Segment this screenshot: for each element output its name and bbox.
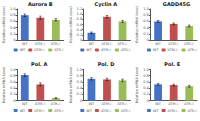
svg-text:WT: WT <box>86 48 92 52</box>
svg-text:0.4: 0.4 <box>77 86 83 90</box>
svg-text:Relative mRNA Level: Relative mRNA Level <box>135 6 139 42</box>
svg-text:0.6: 0.6 <box>10 19 16 23</box>
svg-text:ATR-/-: ATR-/- <box>117 42 128 46</box>
svg-text:0.2: 0.2 <box>143 32 149 36</box>
svg-text:0: 0 <box>147 99 149 103</box>
svg-text:0.8: 0.8 <box>143 13 149 17</box>
svg-text:0.6: 0.6 <box>143 19 149 23</box>
svg-text:WT: WT <box>20 48 26 52</box>
svg-text:WT: WT <box>155 102 161 106</box>
svg-text:WT: WT <box>153 48 159 52</box>
svg-text:Relative mRNA Level: Relative mRNA Level <box>69 6 73 42</box>
svg-text:0.4: 0.4 <box>77 28 83 32</box>
svg-text:WT: WT <box>22 102 28 106</box>
svg-text:ATM-/-: ATM-/- <box>168 42 180 46</box>
svg-text:0: 0 <box>80 99 82 103</box>
svg-text:1.0: 1.0 <box>143 7 149 11</box>
svg-text:0.4: 0.4 <box>10 86 16 90</box>
svg-text:0.2: 0.2 <box>77 92 83 96</box>
svg-text:0.8: 0.8 <box>10 74 16 78</box>
svg-text:0: 0 <box>80 38 82 42</box>
svg-text:WT: WT <box>89 102 95 106</box>
svg-text:ATR-/-: ATR-/- <box>117 102 128 106</box>
svg-text:0.8: 0.8 <box>77 74 83 78</box>
svg-text:Cyclin A: Cyclin A <box>95 1 118 8</box>
svg-text:0.4: 0.4 <box>10 26 16 30</box>
svg-text:ATR-/-: ATR-/- <box>184 102 195 106</box>
svg-text:ATM-/-: ATM-/- <box>168 109 180 113</box>
svg-text:Relative mRNA Level: Relative mRNA Level <box>135 67 139 103</box>
svg-text:0.2: 0.2 <box>143 92 149 96</box>
svg-text:ATR-/-: ATR-/- <box>188 48 199 52</box>
svg-text:0: 0 <box>13 99 15 103</box>
svg-text:Relative mRNA Level: Relative mRNA Level <box>69 67 73 103</box>
svg-text:0.2: 0.2 <box>10 32 16 36</box>
svg-text:0.6: 0.6 <box>143 80 149 84</box>
svg-text:Relative mRNA Level: Relative mRNA Level <box>2 6 6 42</box>
svg-text:0.2: 0.2 <box>10 92 16 96</box>
svg-text:ATR-/-: ATR-/- <box>121 109 132 113</box>
svg-text:ATM-/-: ATM-/- <box>102 102 114 106</box>
svg-text:ATM-/-: ATM-/- <box>34 48 46 52</box>
svg-text:ATR-/-: ATR-/- <box>184 42 195 46</box>
svg-text:1.0: 1.0 <box>143 68 149 72</box>
svg-text:0.4: 0.4 <box>143 26 149 30</box>
svg-text:0.4: 0.4 <box>143 86 149 90</box>
svg-text:0.8: 0.8 <box>77 17 83 21</box>
svg-text:ATR-/-: ATR-/- <box>54 48 65 52</box>
svg-text:ATM-/-: ATM-/- <box>101 109 113 113</box>
svg-text:0.2: 0.2 <box>77 33 83 37</box>
svg-text:ATR-/-: ATR-/- <box>51 102 62 106</box>
svg-text:ATM-/-: ATM-/- <box>35 102 47 106</box>
svg-text:GADD45G: GADD45G <box>163 1 190 7</box>
svg-text:Pol. D: Pol. D <box>98 61 115 67</box>
svg-text:0.6: 0.6 <box>10 80 16 84</box>
svg-text:1.0: 1.0 <box>77 12 83 16</box>
svg-text:WT: WT <box>155 42 161 46</box>
svg-text:1.0: 1.0 <box>10 7 16 11</box>
svg-text:ATM-/-: ATM-/- <box>168 102 180 106</box>
svg-text:WT: WT <box>89 42 95 46</box>
svg-text:Aurora B: Aurora B <box>28 1 53 7</box>
svg-text:ATR-/-: ATR-/- <box>51 42 62 46</box>
svg-text:Relative mRNA Level: Relative mRNA Level <box>2 67 6 103</box>
svg-text:ATR-/-: ATR-/- <box>188 109 199 113</box>
svg-text:0: 0 <box>147 38 149 42</box>
svg-text:0.8: 0.8 <box>10 13 16 17</box>
svg-text:ATM-/-: ATM-/- <box>168 48 180 52</box>
svg-text:ATR-/-: ATR-/- <box>54 109 65 113</box>
svg-text:ATM-/-: ATM-/- <box>101 48 113 52</box>
svg-text:1.2: 1.2 <box>77 7 83 11</box>
svg-text:WT: WT <box>22 42 28 46</box>
svg-text:0.6: 0.6 <box>77 23 83 27</box>
svg-text:ATR-/-: ATR-/- <box>121 48 132 52</box>
svg-text:0.8: 0.8 <box>143 74 149 78</box>
svg-text:WT: WT <box>86 109 92 113</box>
svg-text:ATM-/-: ATM-/- <box>34 109 46 113</box>
svg-text:WT: WT <box>153 109 159 113</box>
svg-text:1.0: 1.0 <box>77 68 83 72</box>
svg-text:0.6: 0.6 <box>77 80 83 84</box>
svg-text:Pol. E: Pol. E <box>164 61 180 67</box>
svg-text:WT: WT <box>20 109 26 113</box>
svg-text:ATM-/-: ATM-/- <box>102 42 114 46</box>
svg-text:ATM-/-: ATM-/- <box>35 42 47 46</box>
svg-text:1.0: 1.0 <box>10 68 16 72</box>
svg-text:Pol. A: Pol. A <box>31 61 47 67</box>
svg-text:0: 0 <box>13 38 15 42</box>
